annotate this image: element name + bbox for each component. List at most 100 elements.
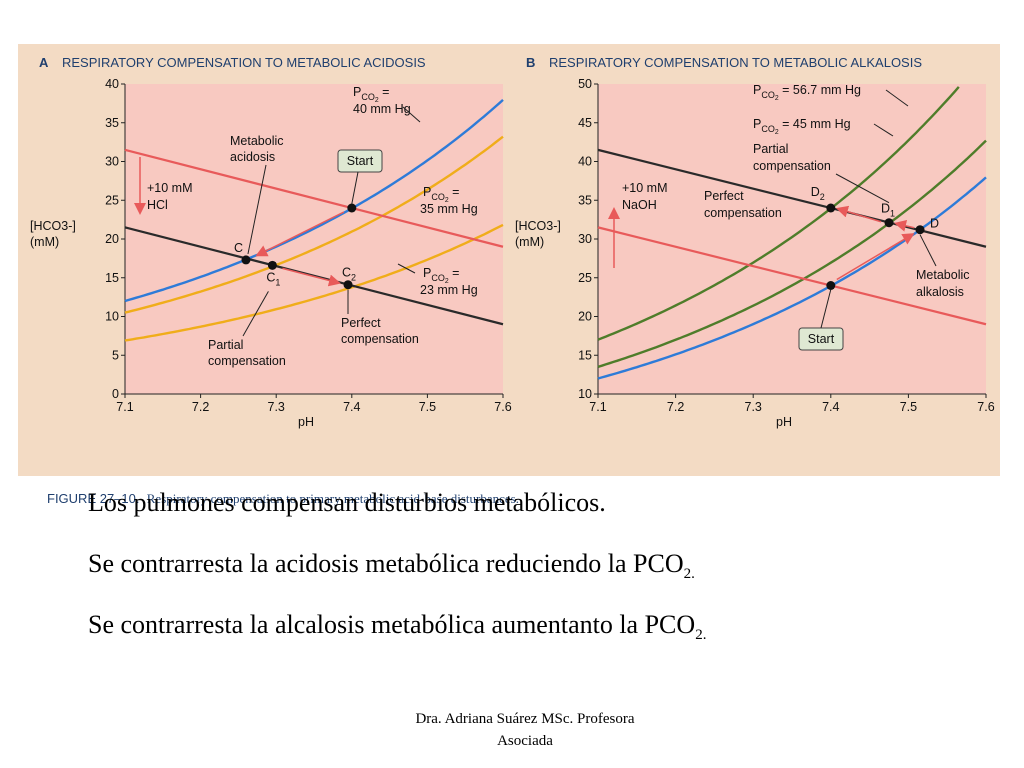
panel-b-partial-line2: compensation [753,159,831,173]
bullet-line-2: Se contrarresta la acidosis metabólica r… [88,549,988,610]
panel-a-isobar-40-leader [402,106,421,123]
panel-a-partial-leader [242,291,269,337]
panel-b-perfect-line1: Perfect [704,189,744,203]
panel-b-y-tick-label: 45 [578,116,592,130]
panel-b-x-tick-label: 7.5 [900,400,917,414]
panel-a-y-tick-label: 25 [105,193,119,207]
panel-b-x-tick-label: 7.4 [822,400,839,414]
panel-b-start-leader [820,289,832,329]
chart-figure: A RESPIRATORY COMPENSATION TO METABOLIC A… [30,55,995,429]
panel-b-point-start [826,281,836,290]
panel-b-x-label: pH [776,415,792,429]
panel-a-y-tick-label: 20 [105,232,119,246]
panel-a-partial-line1: Partial [208,338,243,352]
panel-a-point-c1 [267,260,277,270]
panel-a-start-box [337,149,383,173]
panel-a-isobar-35-label-top: PCO2 = [423,185,459,204]
panel-b-isobar-567-label: PCO2 = 56.7 mm Hg [753,83,861,102]
panel-b-isobar-567-leader [885,89,909,107]
figure-area: A RESPIRATORY COMPENSATION TO METABOLIC A… [18,44,1000,506]
panel-b-isobar-1 [597,139,987,369]
footer-line-1: Dra. Adriana Suárez MSc. Profesora [415,711,635,727]
panel-a-title: RESPIRATORY COMPENSATION TO METABOLIC AC… [62,55,426,70]
panel-a-isobar-1 [124,135,504,314]
panel-b-label-d2: D [811,185,820,199]
panel-a-metabolic-line2: acidosis [230,150,275,164]
panel-b-isobar-0 [597,86,960,341]
panel-b-x-tick-label: 7.3 [745,400,762,414]
caption-figure-number: FIGURE 27–10. [47,491,140,506]
panel-b-label-d1-sub: 1 [890,209,895,219]
panel-a-isobar-23-label-top: PCO2 = [423,266,459,285]
panel-a-start-leader [351,171,359,205]
panel-a-x-tick-label: 7.1 [116,400,133,414]
panel-b-y-tick-label: 15 [578,348,592,362]
panel-a-isobar-23-leader [397,263,416,274]
panel-a-x-tick-label: 7.2 [192,400,209,414]
bullet-sub-2: 2. [683,566,695,583]
panel-a-x-label: pH [298,415,314,429]
panel-a-x-tick-label: 7.6 [494,400,511,414]
panel-b-label-d1: D [881,202,890,216]
panel-a-y-tick-label: 15 [105,271,119,285]
panel-b-y-tick-label: 35 [578,193,592,207]
bullet-line-3: Se contrarresta la alcalosis metabólica … [88,610,988,671]
panel-a-point-c [241,255,251,265]
panel-b-point-d1 [884,218,894,228]
panel-a-isobar-35-label-bottom: 35 mm Hg [420,202,478,216]
panel-a-y-tick-label: 5 [112,348,119,362]
panel-a-buffer-line-0 [124,148,504,248]
bullet-list: Los pulmones compensan disturbios metabó… [88,488,988,671]
panel-b-title: RESPIRATORY COMPENSATION TO METABOLIC AL… [549,55,922,70]
panel-a-plot-bg [125,84,503,394]
bullet-line-1: Los pulmones compensan disturbios metabó… [88,488,988,549]
panel-a-isobar-23-label-bottom: 23 mm Hg [420,283,478,297]
panel-a-x-tick-label: 7.3 [268,400,285,414]
panel-a-x-tick-label: 7.5 [419,400,436,414]
panel-a-metabolic-line1: Metabolic [230,134,284,148]
panel-a-y-tick-label: 35 [105,116,119,130]
caption-text: Respiratory compensation to primary meta… [146,491,519,506]
panel-b-x-tick-label: 7.1 [589,400,606,414]
panel-b-plot-bg [598,84,986,394]
panel-a-label-c2: C [342,266,351,280]
panel-a-shift-to-c-arrow [255,211,345,257]
panel-b-shift-line2: NaOH [622,198,657,212]
panel-b-label-d2-sub: 2 [820,192,825,202]
panel-b-y-tick-label: 10 [578,387,592,401]
panel-a-partial-line2: compensation [208,354,286,368]
panel-b-point-d2 [826,203,836,213]
panel-b-y-label-unit: (mM) [515,235,544,249]
panel-b-y-tick-label: 25 [578,271,592,285]
panel-b-start-label: Start [808,332,835,346]
panel-b-d1-to-d2-arrow [835,205,882,223]
panel-b-start-to-d-arrow [836,233,915,281]
panel-b-y-tick-label: 20 [578,310,592,324]
panel-a-y-tick-label: 30 [105,155,119,169]
panel-b-isobar-45-leader [873,123,894,137]
panel-b-x-tick-label: 7.6 [977,400,994,414]
panel-a-isobar-2 [124,223,504,342]
bullet-text-2: Se contrarresta la acidosis metabólica r… [88,549,684,578]
panel-a-shift-line2: HCl [147,198,168,212]
panel-b-x-tick-label: 7.2 [667,400,684,414]
panel-a-label-c1-sub: 1 [275,277,280,287]
panel-a-point-start [347,203,357,213]
panel-b-d-to-d1-arrow [894,219,915,232]
panel-b-partial-line1: Partial [753,142,788,156]
panel-b-letter: B [526,55,535,70]
panel-a-y-label: [HCO3-] [30,219,76,233]
panel-b-y-label: [HCO3-] [515,219,561,233]
panel-a-y-tick-label: 40 [105,77,119,91]
panel-b-isobar-45-label: PCO2 = 45 mm Hg [753,117,851,136]
panel-b-perfect-line2: compensation [704,206,782,220]
panel-a-start-label: Start [347,154,374,168]
figure-caption: FIGURE 27–10. Respiratory compensation t… [47,491,519,507]
bullet-text-3: Se contrarresta la alcalosis metabólica … [88,610,696,639]
panel-b-y-tick-label: 40 [578,155,592,169]
panel-b-metabolic-leader [919,234,937,267]
panel-a-x-tick-label: 7.4 [343,400,360,414]
panel-a-metabolic-leader [247,164,267,255]
panel-b-buffer-line-0 [597,226,987,326]
panel-a-y-tick-label: 0 [112,387,119,401]
